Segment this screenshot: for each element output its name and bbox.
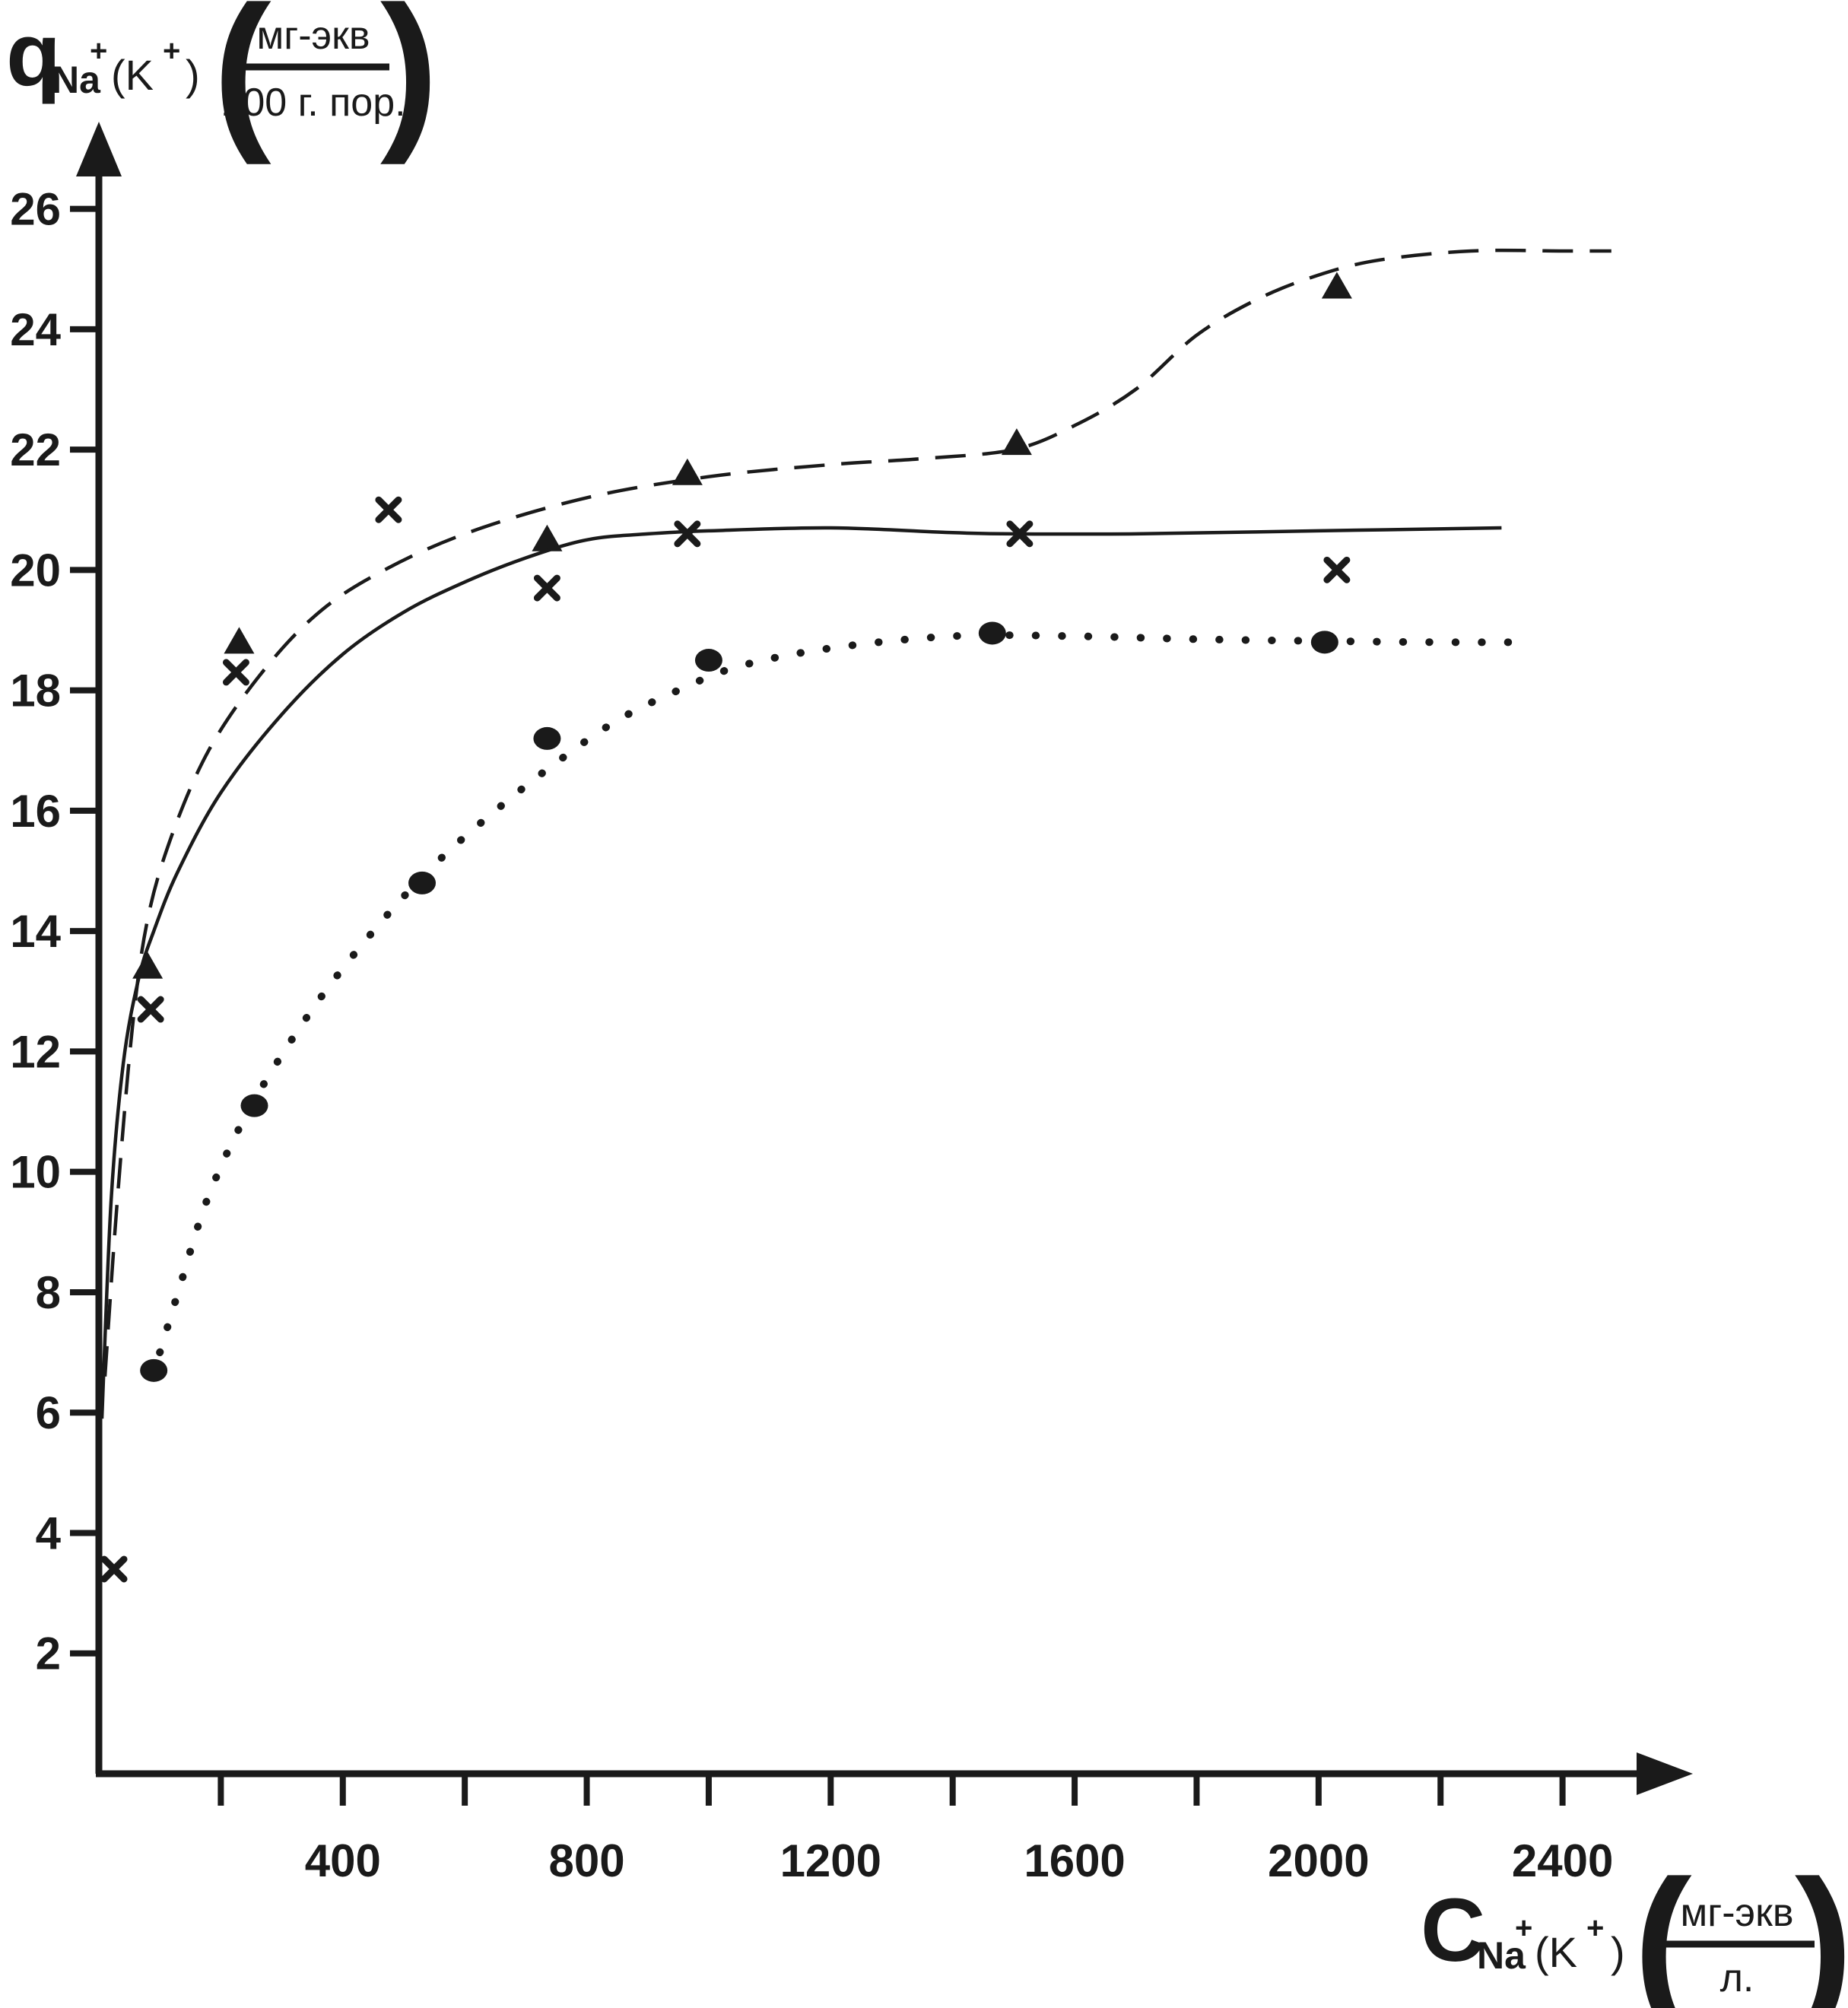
triangle-point: [1321, 272, 1352, 299]
circle-point: [694, 649, 722, 672]
x-tick-label: 1200: [780, 1835, 881, 1886]
y-axis-alt-close: ): [186, 51, 200, 99]
series-circle: [140, 621, 1530, 1382]
y-axis-unit-top: мг-экв: [257, 14, 370, 58]
circle-point: [240, 1094, 268, 1117]
circle-point: [978, 621, 1006, 645]
x-axis-label: C Na + (K + ) ( мг-экв л. ): [1421, 1844, 1848, 2008]
y-axis-alt-charge: +: [163, 34, 180, 68]
circle-series-line: [156, 631, 1530, 1357]
cross-series-line: [100, 526, 1502, 1419]
x-tick-label: 2000: [1268, 1835, 1369, 1886]
triangle-series-line: [103, 248, 1611, 1377]
x-tick-label: 2400: [1512, 1835, 1613, 1886]
y-tick-label: 24: [10, 304, 61, 355]
x-tick-label: 400: [305, 1835, 381, 1886]
circle-point: [533, 726, 561, 750]
y-tick-label: 20: [10, 545, 61, 596]
cross-point: [222, 659, 249, 686]
cross-point: [375, 496, 402, 523]
y-tick-label: 14: [10, 906, 61, 957]
series-triangle: [103, 248, 1611, 1377]
x-ticks: 400 800 1200 1600 2000 2400: [218, 1774, 1613, 1886]
y-axis-ion-charge: +: [90, 34, 107, 68]
y-axis-paren-open: (: [213, 0, 271, 165]
x-axis-arrow: [1637, 1752, 1693, 1795]
series-cross: [100, 496, 1502, 1583]
circle-point: [408, 871, 437, 894]
y-axis-alt-ion: (K: [111, 51, 154, 99]
x-axis-paren-close: ): [1795, 1844, 1848, 2008]
y-tick-label: 2: [36, 1628, 61, 1679]
triangle-point: [1001, 428, 1032, 456]
y-tick-label: 8: [36, 1267, 61, 1318]
x-axis-letter: C: [1421, 1880, 1485, 1981]
cross-point: [674, 520, 701, 548]
x-axis-alt-ion: (K: [1535, 1928, 1577, 1976]
y-axis-arrow: [76, 122, 122, 176]
triangle-point: [532, 524, 563, 551]
y-tick-label: 26: [10, 184, 61, 235]
y-tick-label: 10: [10, 1147, 61, 1198]
circle-point: [1310, 631, 1338, 654]
x-tick-label: 800: [548, 1835, 624, 1886]
y-tick-label: 22: [10, 424, 61, 475]
cross-point: [533, 574, 560, 602]
x-axis-unit-bottom: л.: [1720, 1956, 1754, 2000]
y-axis-letter: q: [6, 5, 61, 105]
y-axis-ion: Na: [52, 59, 101, 101]
axes: [76, 122, 1693, 1795]
cross-point: [100, 1555, 128, 1583]
x-axis-alt-close: ): [1611, 1928, 1625, 1976]
x-axis-ion: Na: [1477, 1934, 1526, 1977]
y-tick-label: 6: [36, 1387, 61, 1438]
x-axis-alt-charge: +: [1586, 1911, 1604, 1945]
x-tick-label: 1600: [1024, 1835, 1125, 1886]
triangle-point: [132, 952, 164, 979]
y-tick-label: 16: [10, 786, 61, 837]
triangle-point: [224, 627, 255, 654]
y-tick-label: 12: [10, 1026, 61, 1077]
triangle-point: [672, 458, 703, 485]
y-tick-label: 18: [10, 666, 61, 716]
cross-point: [137, 996, 164, 1023]
y-axis-paren-close: ): [380, 0, 439, 165]
y-axis-unit-bottom: 100 г. пор.: [221, 81, 405, 125]
cross-point: [1006, 520, 1034, 548]
x-axis-unit-top: мг-экв: [1681, 1891, 1794, 1935]
y-tick-label: 4: [36, 1508, 62, 1558]
series-layer: [100, 248, 1611, 1583]
x-axis-ion-charge: +: [1515, 1911, 1532, 1945]
circle-point: [140, 1358, 168, 1382]
y-axis-label: q Na + (K + ) ( мг-экв 100 г. пор. ): [6, 0, 439, 165]
cross-point: [1323, 556, 1351, 583]
x-axis-paren-open: (: [1634, 1844, 1692, 2008]
